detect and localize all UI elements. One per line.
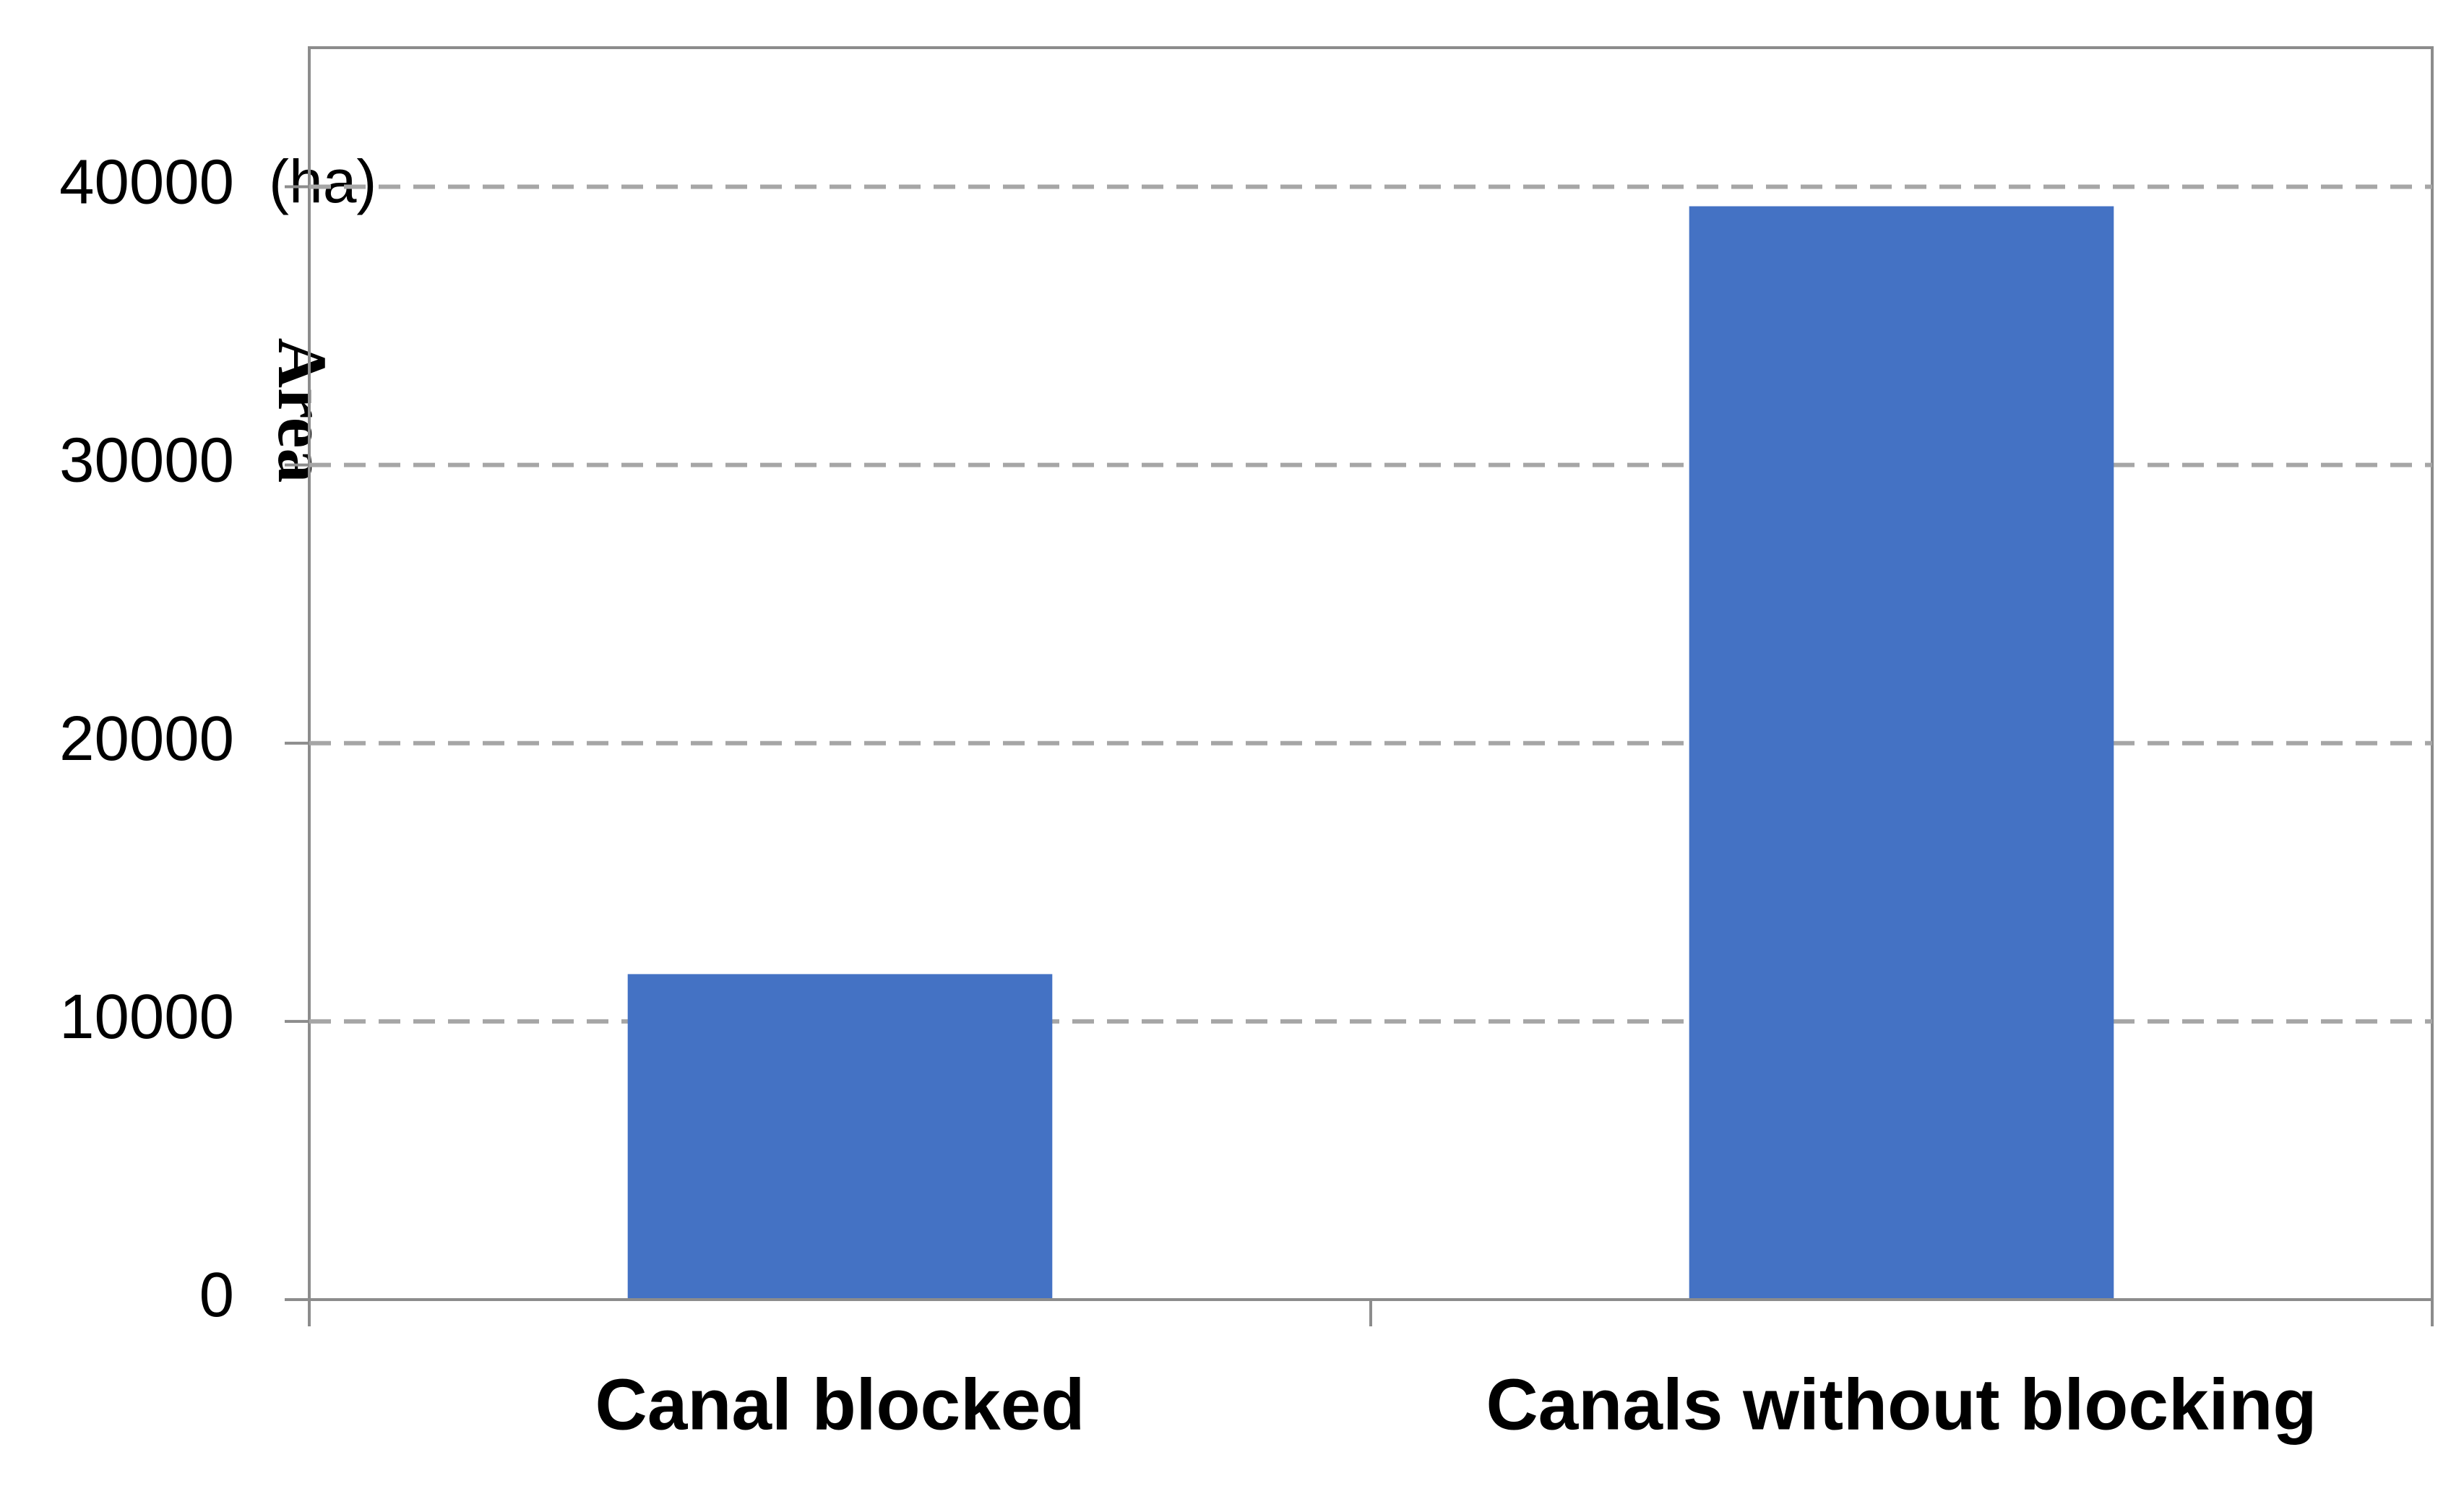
- y-axis-label: Area: [264, 338, 341, 483]
- y-tick-label: 10000: [59, 982, 234, 1052]
- x-tick-label: Canal blocked: [595, 1364, 1085, 1445]
- y-tick-label: 40000: [59, 147, 234, 217]
- bar: [627, 974, 1053, 1300]
- x-tick-label: Canals without blocking: [1486, 1364, 2317, 1445]
- y-tick-label: 20000: [59, 704, 234, 774]
- y-tick-label: 0: [199, 1260, 234, 1330]
- y-unit: (ha): [269, 147, 376, 215]
- y-tick-label: 30000: [59, 426, 234, 496]
- bar: [1689, 206, 2114, 1300]
